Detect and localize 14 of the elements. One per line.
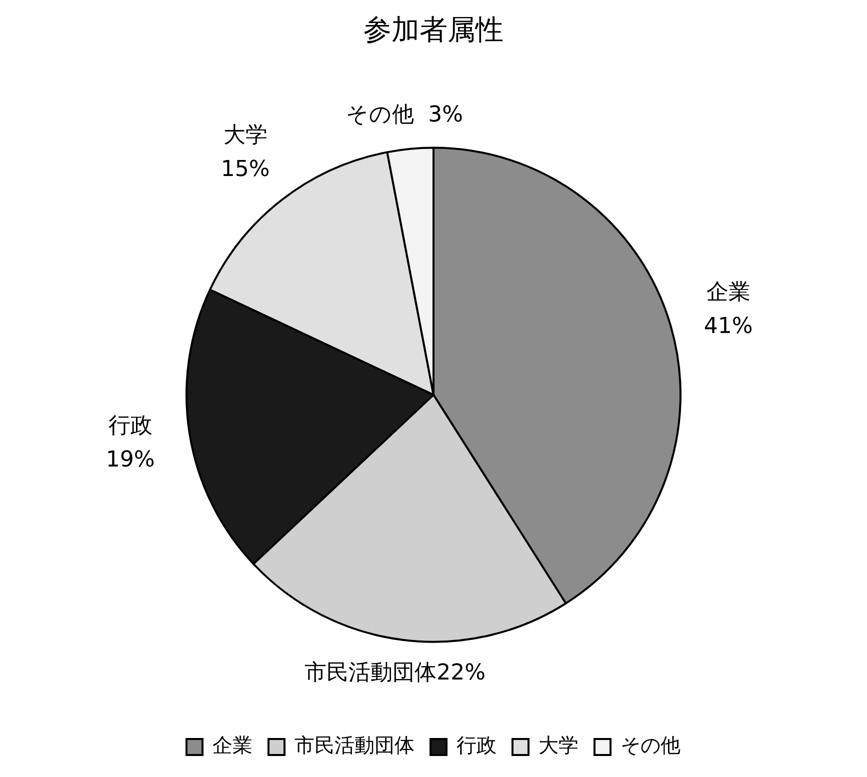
slice-label: 大学 — [223, 122, 268, 148]
legend-label: その他 — [620, 733, 680, 758]
slice-label: 企業 — [706, 280, 750, 305]
legend-label: 企業 — [212, 733, 252, 758]
data-label: 15% — [220, 156, 270, 182]
chart-title: 参加者属性 — [364, 13, 504, 46]
legend-label: 行政 — [456, 733, 496, 758]
category-label: 市民活動団体22% — [304, 660, 486, 686]
slice-label: 行政 — [108, 414, 152, 439]
data-label: 41% — [704, 314, 753, 339]
legend-label: 市民活動団体 — [294, 733, 414, 758]
legend-label: 大学 — [538, 733, 578, 758]
data-label: 19% — [106, 448, 155, 473]
category-label: その他 3% — [346, 102, 464, 128]
